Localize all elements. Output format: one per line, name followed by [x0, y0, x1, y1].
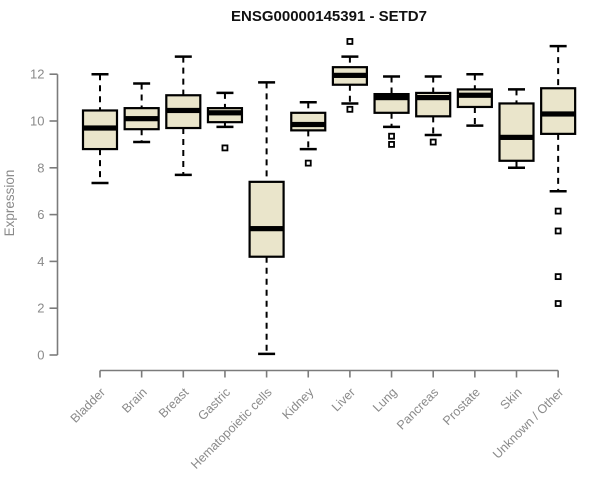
- box-rect: [498, 102, 535, 162]
- y-tick-label: 6: [37, 207, 44, 222]
- outlier-point: [346, 105, 354, 113]
- box-rect: [456, 88, 493, 109]
- outlier-point: [554, 227, 562, 235]
- x-tick-label-hematopoietic-cells: Hematopoietic cells: [188, 385, 275, 472]
- boxplot-series: [81, 38, 577, 356]
- x-tick-label-skin: Skin: [498, 385, 525, 412]
- median-line: [166, 107, 201, 114]
- box-gastric: [206, 91, 244, 152]
- y-axis-title: Expression: [2, 170, 17, 237]
- box-rect: [540, 87, 577, 135]
- x-tick-label-kidney: Kidney: [279, 385, 316, 422]
- box-skin: [498, 88, 535, 170]
- median-line: [541, 111, 576, 117]
- box-breast: [165, 55, 202, 177]
- median-line: [499, 134, 534, 140]
- y-tick-label: 4: [37, 254, 44, 269]
- box-bladder: [81, 72, 119, 185]
- x-tick-label-brain: Brain: [119, 385, 150, 416]
- outlier-point: [221, 144, 229, 152]
- y-tick-label: 10: [30, 114, 44, 129]
- outlier-point: [554, 300, 562, 307]
- median-line: [416, 95, 451, 101]
- box-rect: [290, 111, 327, 132]
- median-line: [291, 121, 326, 128]
- y-tick-label: 8: [37, 160, 44, 175]
- x-tick-label-bladder: Bladder: [68, 385, 108, 425]
- x-tick-label-gastric: Gastric: [195, 385, 233, 423]
- outlier-point: [388, 140, 395, 148]
- outlier-point: [388, 132, 395, 140]
- box-kidney: [290, 101, 327, 167]
- x-tick-label-unknown-other: Unknown / Other: [490, 385, 566, 461]
- median-line: [124, 116, 159, 122]
- outlier-point: [429, 138, 437, 146]
- box-prostate: [456, 72, 493, 127]
- x-tick-label-prostate: Prostate: [440, 385, 483, 428]
- box-unknown-other: [540, 44, 577, 307]
- box-pancreas: [415, 75, 452, 146]
- x-tick-label-lung: Lung: [370, 385, 400, 415]
- outlier-point: [346, 38, 354, 45]
- box-rect: [248, 180, 285, 258]
- median-line: [249, 226, 284, 232]
- median-line: [457, 92, 492, 98]
- median-line: [83, 125, 117, 131]
- y-tick-label: 2: [37, 301, 44, 316]
- box-lung: [373, 75, 410, 148]
- outlier-point: [304, 159, 312, 167]
- median-line: [374, 95, 409, 101]
- x-tick-label-pancreas: Pancreas: [394, 385, 441, 432]
- outlier-point: [554, 273, 562, 281]
- box-hematopoietic-cells: [248, 81, 285, 356]
- x-tick-label-breast: Breast: [156, 385, 192, 421]
- chart-title: ENSG00000145391 - SETD7: [231, 8, 427, 25]
- median-line: [207, 110, 242, 116]
- x-tick-label-liver: Liver: [329, 385, 358, 414]
- outlier-point: [554, 207, 562, 215]
- box-liver: [331, 38, 368, 113]
- median-line: [332, 72, 367, 78]
- box-brain: [123, 82, 160, 144]
- y-tick-label: 12: [30, 67, 44, 82]
- y-tick-label: 0: [37, 348, 44, 363]
